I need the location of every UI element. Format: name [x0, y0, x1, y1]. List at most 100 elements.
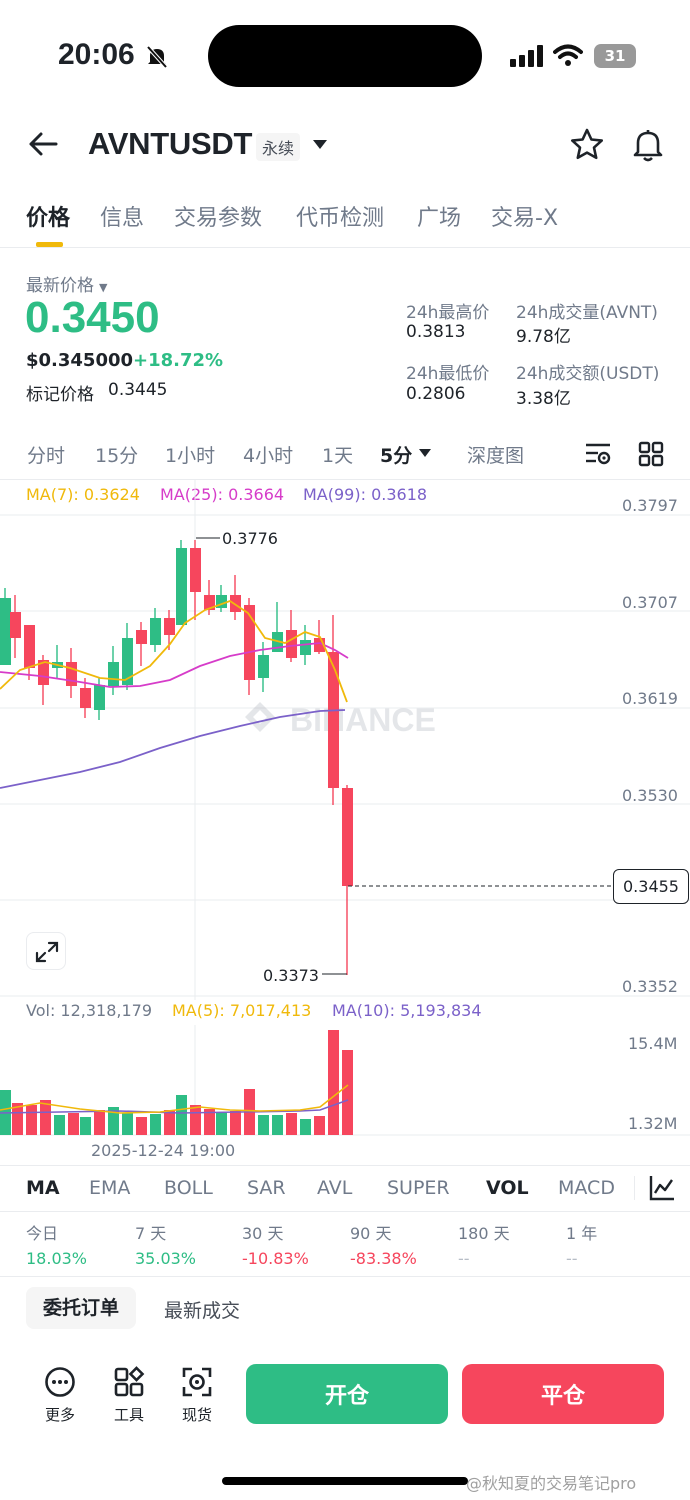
candlestick: [164, 610, 175, 650]
price-axis-tick: 0.3530: [622, 786, 678, 805]
candlestick-chart[interactable]: BINANCE 0.3776 0.3373: [0, 480, 690, 1000]
interval-1d[interactable]: 1天: [322, 445, 354, 467]
candlestick: [66, 648, 77, 698]
price-axis-tick: 0.3707: [622, 593, 678, 612]
grid-layout-icon[interactable]: [638, 441, 664, 467]
divider: [0, 1211, 690, 1212]
chevron-down-icon[interactable]: [418, 448, 432, 458]
watermark-text: @秋知夏的交易笔记pro: [466, 1474, 637, 1493]
spot-button[interactable]: 现货: [172, 1366, 222, 1425]
turnover-24h: 3.38亿: [516, 389, 571, 409]
volume-bar: [314, 1116, 325, 1135]
low-24h-label: 24h最低价: [406, 364, 490, 384]
low-24h: 0.2806: [406, 384, 466, 404]
volume-bar: [54, 1115, 65, 1135]
interval-1h[interactable]: 1小时: [165, 445, 216, 467]
volume-axis-tick: 1.32M: [628, 1114, 678, 1133]
volume-bar: [94, 1110, 105, 1135]
indicator-super[interactable]: SUPER: [387, 1177, 450, 1199]
high-24h: 0.3813: [406, 322, 466, 342]
tab-latest-trades[interactable]: 最新成交: [164, 1300, 241, 1322]
spot-icon: [182, 1367, 212, 1397]
vol-ma5-legend: MA(5): 7,017,413: [172, 1001, 312, 1020]
battery-level: 31: [604, 47, 626, 65]
fullscreen-button[interactable]: [26, 932, 66, 970]
volume-bar: [150, 1114, 161, 1135]
volume-bar: [164, 1110, 175, 1135]
interval-4h[interactable]: 4小时: [243, 445, 294, 467]
home-indicator: [222, 1477, 468, 1485]
divider: [634, 1176, 635, 1200]
candlestick: [190, 540, 201, 620]
tools-icon: [114, 1366, 145, 1397]
indicator-vol[interactable]: VOL: [486, 1177, 529, 1199]
bell-icon[interactable]: [632, 128, 664, 162]
high-annotation: 0.3776: [222, 529, 278, 548]
volume-bar: [300, 1119, 311, 1135]
interval-line[interactable]: 分时: [27, 445, 66, 467]
indicator-sar[interactable]: SAR: [247, 1177, 286, 1199]
last-price-label[interactable]: 最新价格 ▼: [26, 276, 108, 296]
status-time: 20:06: [58, 38, 135, 71]
bell-muted-icon: [146, 45, 168, 69]
mark-price: 0.3445: [108, 380, 168, 400]
indicator-boll[interactable]: BOLL: [164, 1177, 213, 1199]
ma25-line: [0, 642, 349, 688]
current-price-tag: 0.3455: [613, 869, 689, 904]
close-position-button[interactable]: 平仓: [462, 1364, 664, 1424]
tab-trade-x[interactable]: 交易-X: [491, 206, 559, 231]
time-axis-label: 2025-12-24 19:00: [91, 1141, 236, 1160]
perf-90d-value: -83.38%: [350, 1249, 417, 1268]
interval-5m[interactable]: 5分: [380, 445, 413, 467]
indicator-macd[interactable]: MACD: [558, 1177, 615, 1199]
volume-bar: [68, 1113, 79, 1135]
candlestick: [342, 785, 353, 975]
battery-icon: 31: [594, 44, 636, 68]
open-position-button[interactable]: 开仓: [246, 1364, 448, 1424]
volume-bar: [230, 1111, 241, 1135]
dynamic-island: [208, 25, 482, 87]
back-arrow-icon[interactable]: [28, 131, 58, 157]
interval-depth[interactable]: 深度图: [467, 445, 525, 467]
price-axis-tick: 0.3619: [622, 689, 678, 708]
symbol-title[interactable]: AVNTUSDT: [88, 126, 253, 161]
ma25-legend: MA(25): 0.3664: [160, 485, 285, 504]
volume-bar: [108, 1107, 119, 1135]
candlestick: [10, 595, 21, 658]
high-24h-label: 24h最高价: [406, 303, 490, 323]
indicator-ma[interactable]: MA: [26, 1177, 60, 1199]
volume-chart: [0, 1025, 690, 1136]
indicator-ema[interactable]: EMA: [89, 1177, 131, 1199]
tab-trading-params[interactable]: 交易参数: [174, 206, 263, 231]
svg-text:BINANCE: BINANCE: [290, 702, 436, 738]
tab-open-orders[interactable]: 委托订单: [26, 1287, 136, 1329]
indicator-settings-icon[interactable]: [648, 1174, 676, 1202]
volume-bar: [40, 1100, 51, 1135]
tab-info[interactable]: 信息: [100, 206, 145, 231]
spot-label: 现货: [181, 1406, 212, 1424]
volume-bar: [272, 1115, 283, 1135]
candlestick: [286, 610, 297, 662]
chart-settings-icon[interactable]: [584, 440, 612, 468]
tools-label: 工具: [113, 1406, 144, 1424]
tools-button[interactable]: 工具: [104, 1366, 154, 1425]
low-annotation: 0.3373: [263, 966, 319, 985]
volume-24h: 9.78亿: [516, 327, 571, 347]
perpetual-badge: 永续: [256, 133, 301, 161]
volume-bar: [136, 1117, 147, 1135]
tab-price[interactable]: 价格: [26, 206, 71, 231]
tab-token-check[interactable]: 代币检测: [296, 206, 385, 231]
star-icon[interactable]: [570, 128, 604, 160]
turnover-24h-label: 24h成交额(USDT): [516, 364, 660, 384]
tab-square[interactable]: 广场: [417, 206, 462, 231]
volume-bar: [80, 1117, 91, 1135]
wifi-icon: [553, 44, 583, 66]
chevron-down-icon[interactable]: [312, 138, 328, 150]
perf-today-value: 18.03%: [26, 1249, 88, 1268]
perf-30d-value: -10.83%: [242, 1249, 309, 1268]
volume-bar: [176, 1095, 187, 1135]
more-button[interactable]: 更多: [35, 1366, 85, 1425]
candlestick: [216, 585, 227, 612]
interval-15m[interactable]: 15分: [95, 445, 139, 467]
indicator-avl[interactable]: AVL: [317, 1177, 353, 1199]
